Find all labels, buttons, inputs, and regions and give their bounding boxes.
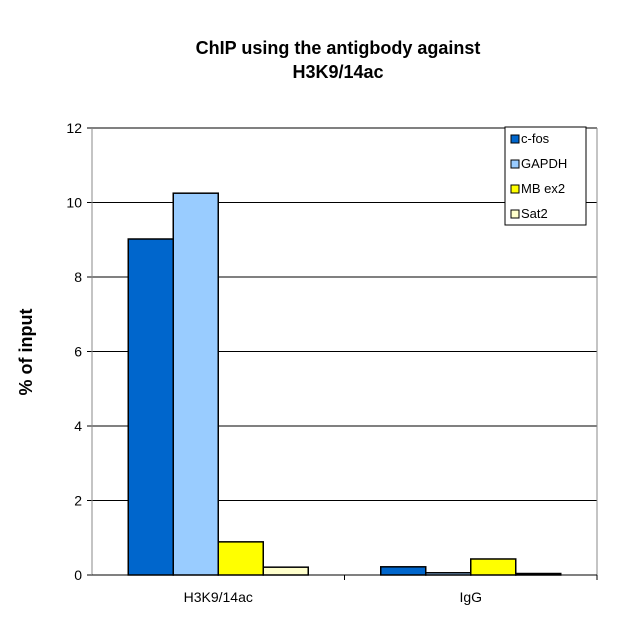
y-tick-label: 12	[66, 120, 82, 136]
chart-title: H3K9/14ac	[292, 62, 383, 82]
y-tick-label: 0	[74, 567, 82, 583]
legend-label: c-fos	[521, 131, 550, 146]
bar-c-fos-0	[127, 238, 174, 576]
bar-gapdh-1	[425, 572, 472, 576]
bar-mb-ex2-0	[217, 541, 264, 576]
legend-label: MB ex2	[521, 181, 565, 196]
bar-sat2-1	[515, 572, 562, 576]
y-tick-label: 10	[66, 195, 82, 211]
bar-sat2-0	[262, 566, 309, 576]
legend-label: Sat2	[521, 206, 548, 221]
y-tick-label: 4	[74, 418, 82, 434]
bar-mb-ex2-1	[470, 558, 517, 576]
legend-label: GAPDH	[521, 156, 567, 171]
y-tick-label: 6	[74, 344, 82, 360]
y-tick-label: 2	[74, 493, 82, 509]
bar-gapdh-0	[172, 192, 219, 576]
legend-swatch	[510, 159, 520, 169]
bar-c-fos-1	[380, 566, 427, 576]
x-tick-label: IgG	[459, 589, 482, 605]
legend-swatch	[510, 209, 520, 219]
y-tick-label: 8	[74, 269, 82, 285]
y-axis-label: % of input	[16, 309, 36, 396]
chart-title: ChIP using the antigbody against	[196, 38, 481, 58]
legend-swatch	[510, 134, 520, 144]
x-tick-label: H3K9/14ac	[184, 589, 253, 605]
legend-swatch	[510, 184, 520, 194]
